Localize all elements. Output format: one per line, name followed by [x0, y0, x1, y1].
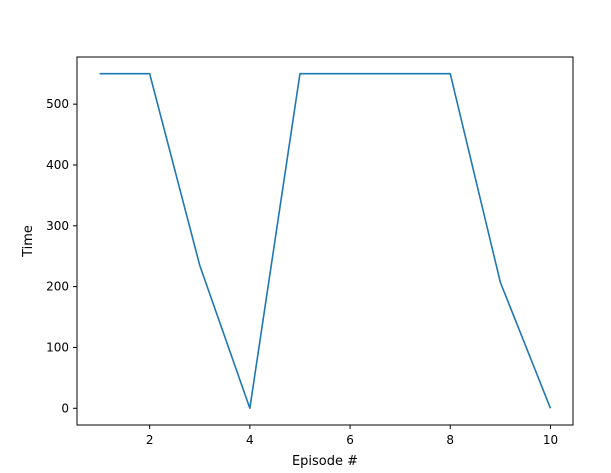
y-axis-ticks: 0 100 200 300 400 500: [46, 97, 77, 415]
y-tick-label: 300: [46, 219, 69, 233]
x-tick-label: 2: [146, 433, 154, 447]
series-layer: [99, 72, 552, 410]
x-tick-label: 4: [246, 433, 254, 447]
x-tick-label: 6: [346, 433, 354, 447]
x-axis-label: Episode #: [292, 454, 358, 469]
y-tick-label: 100: [46, 340, 69, 354]
x-tick-label: 8: [446, 433, 454, 447]
x-axis-ticks: 2 4 6 8 10: [146, 425, 558, 447]
y-tick-label: 500: [46, 97, 69, 111]
plot-area: [77, 57, 573, 425]
x-tick-label: 10: [543, 433, 558, 447]
y-tick-label: 200: [46, 280, 69, 294]
y-tick-label: 400: [46, 158, 69, 172]
y-axis-label: Time: [21, 225, 36, 258]
y-tick-label: 0: [61, 401, 69, 415]
plot-frame: [76, 56, 574, 426]
series-line-1: [99, 72, 552, 410]
